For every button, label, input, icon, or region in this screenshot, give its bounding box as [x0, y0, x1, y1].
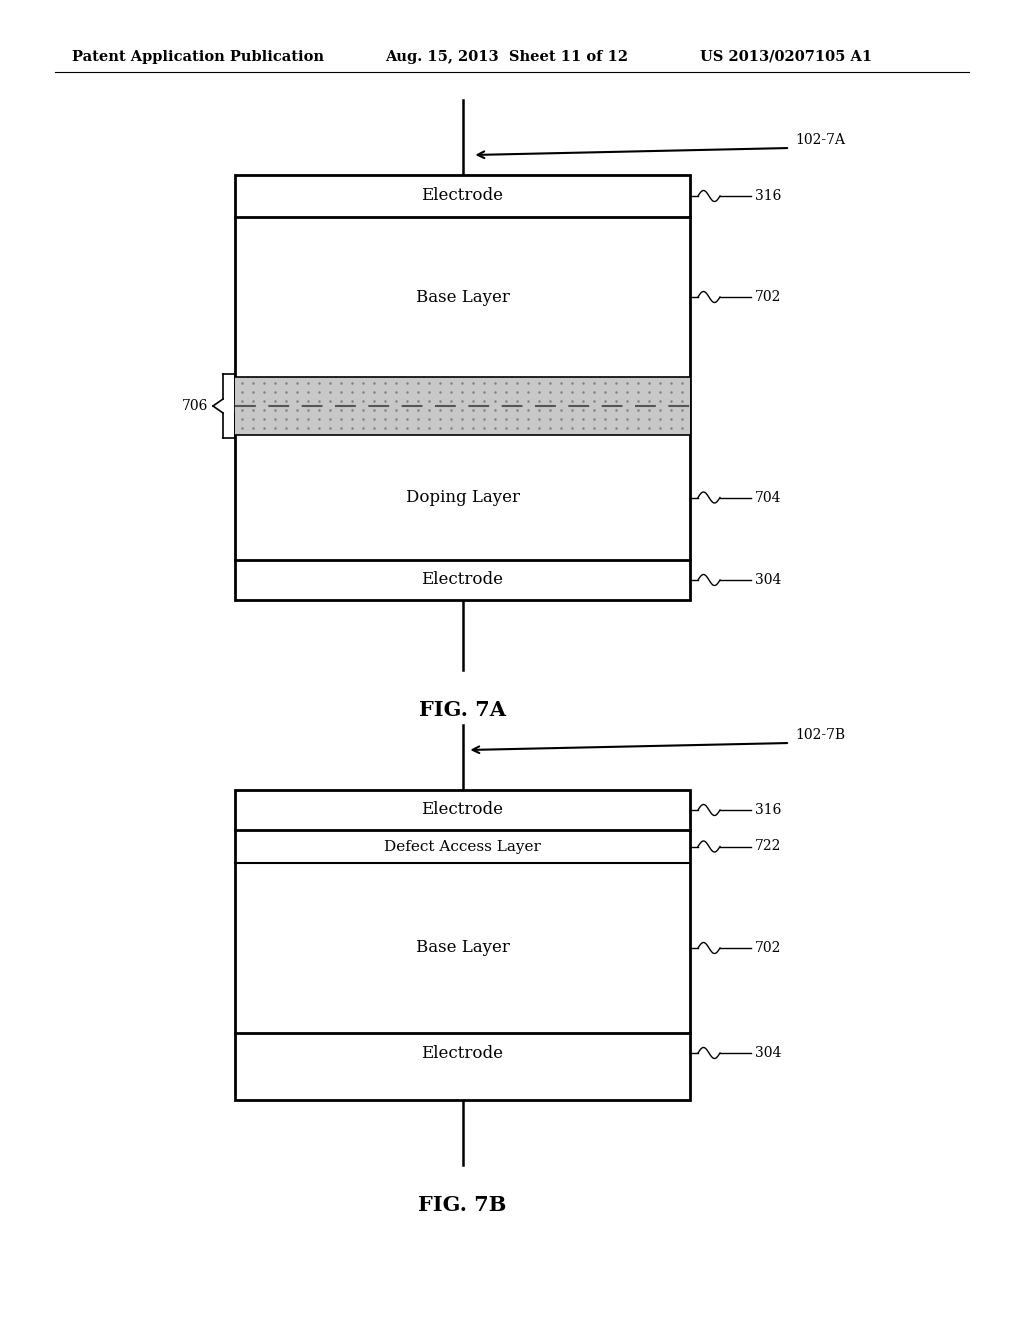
Text: 304: 304 — [755, 573, 781, 587]
Text: 304: 304 — [755, 1045, 781, 1060]
Text: Electrode: Electrode — [422, 187, 504, 205]
Text: 316: 316 — [755, 189, 781, 203]
Bar — [234, 789, 690, 1100]
Text: Electrode: Electrode — [422, 1044, 504, 1061]
Bar — [234, 176, 690, 601]
Text: Patent Application Publication: Patent Application Publication — [72, 50, 324, 63]
Text: FIG. 7B: FIG. 7B — [419, 1195, 507, 1214]
Text: 704: 704 — [755, 491, 781, 504]
Text: Doping Layer: Doping Layer — [406, 488, 519, 506]
Bar — [234, 378, 690, 436]
Text: 702: 702 — [755, 941, 781, 954]
Text: Electrode: Electrode — [422, 572, 504, 589]
Text: US 2013/0207105 A1: US 2013/0207105 A1 — [700, 50, 872, 63]
Text: 316: 316 — [755, 803, 781, 817]
Text: Electrode: Electrode — [422, 801, 504, 818]
Text: 102-7A: 102-7A — [795, 133, 845, 147]
Text: 702: 702 — [755, 290, 781, 304]
Text: Base Layer: Base Layer — [416, 940, 509, 957]
Text: 706: 706 — [181, 399, 208, 413]
Text: Base Layer: Base Layer — [416, 289, 509, 305]
Text: FIG. 7A: FIG. 7A — [419, 700, 506, 719]
Text: Defect Access Layer: Defect Access Layer — [384, 840, 541, 854]
Text: Aug. 15, 2013  Sheet 11 of 12: Aug. 15, 2013 Sheet 11 of 12 — [385, 50, 628, 63]
Text: 722: 722 — [755, 840, 781, 854]
Text: 102-7B: 102-7B — [795, 729, 845, 742]
